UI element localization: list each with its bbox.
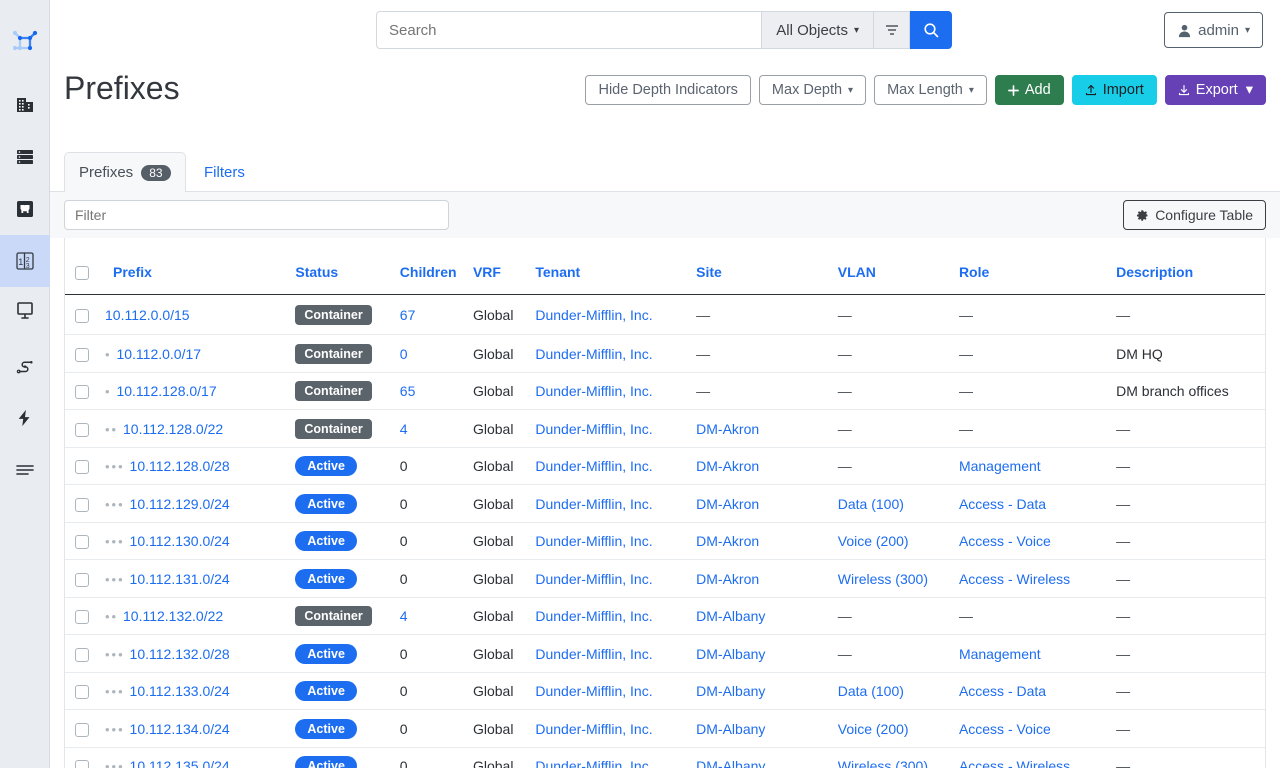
svg-text:1: 1	[18, 257, 23, 267]
svg-text:3: 3	[26, 263, 30, 270]
